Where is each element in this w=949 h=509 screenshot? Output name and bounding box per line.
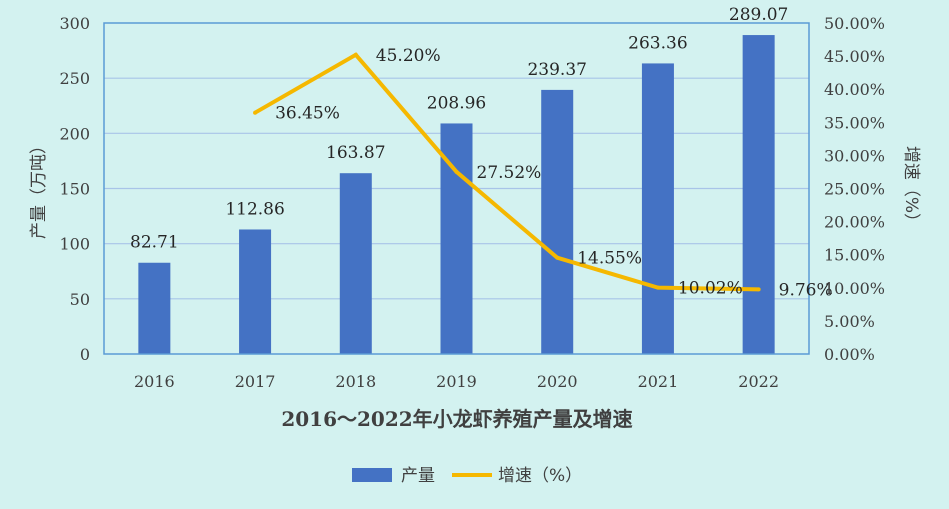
x-tick-label: 2016	[134, 372, 175, 391]
bar	[541, 89, 574, 354]
y2-tick-label: 45.00%	[824, 47, 885, 66]
y2-tick-label: 20.00%	[824, 213, 885, 232]
line-point	[655, 285, 660, 290]
y-tick-label: 300	[59, 14, 90, 33]
legend-line-label: 增速（%）	[498, 466, 582, 486]
y2-tick-label: 50.00%	[824, 14, 885, 33]
x-tick-label: 2021	[638, 372, 679, 391]
legend-bar-label: 产量	[401, 466, 435, 486]
line-data-label: 9.76%	[779, 280, 833, 300]
bar-data-label: 289.07	[729, 5, 788, 25]
y2-tick-label: 25.00%	[824, 180, 885, 199]
legend-bar-swatch	[352, 468, 392, 482]
line-data-label: 45.20%	[376, 46, 441, 66]
x-tick-label: 2017	[235, 372, 276, 391]
y-tick-label: 150	[59, 180, 90, 199]
x-tick-label: 2018	[335, 372, 376, 391]
line-data-label: 36.45%	[275, 104, 340, 124]
line-data-label: 10.02%	[678, 279, 743, 299]
line-data-label: 14.55%	[577, 249, 642, 269]
x-tick-label: 2020	[537, 372, 578, 391]
line-point	[454, 169, 459, 174]
x-tick-label: 2019	[436, 372, 477, 391]
bar-data-label: 263.36	[628, 33, 687, 53]
y2-tick-label: 30.00%	[824, 146, 885, 165]
bar-data-label: 239.37	[527, 60, 586, 80]
growth-line	[254, 52, 759, 292]
bar	[138, 262, 171, 354]
data-labels: 82.71 112.86 163.87 208.96 239.37 263.36 289.0…	[130, 5, 833, 300]
y-tick-label: 50	[70, 290, 90, 309]
legend: 产量 增速（%）	[352, 466, 582, 486]
x-tick-label: 2022	[738, 372, 779, 391]
y2-tick-label: 0.00%	[824, 345, 875, 364]
line-point	[253, 110, 258, 115]
bar-data-label: 112.86	[225, 199, 284, 219]
y2-tick-label: 40.00%	[824, 80, 885, 99]
y-axis-ticks: 0 50 100 150 200 250 300	[59, 14, 90, 364]
bar	[239, 229, 272, 354]
chart-title: 2016～2022年小龙虾养殖产量及增速	[281, 407, 632, 431]
plot-frame	[103, 22, 810, 355]
y2-tick-label: 10.00%	[824, 279, 885, 298]
y2-tick-label: 5.00%	[824, 312, 875, 331]
bar	[742, 35, 775, 354]
bar-data-label: 163.87	[326, 143, 385, 163]
y2-tick-label: 15.00%	[824, 246, 885, 265]
bar	[339, 173, 372, 354]
line-point	[756, 287, 761, 292]
y-tick-label: 250	[59, 69, 90, 88]
line-data-label: 27.52%	[477, 163, 542, 183]
y-tick-label: 0	[80, 345, 90, 364]
y2-tick-label: 35.00%	[824, 113, 885, 132]
y2-axis-ticks: 0.00% 5.00% 10.00% 15.00% 20.00% 25.00% 30.00%…	[824, 14, 885, 364]
line-point	[555, 255, 560, 260]
bar-series	[138, 35, 775, 354]
line-series	[253, 52, 761, 292]
y-tick-label: 200	[59, 124, 90, 143]
line-point	[353, 52, 358, 57]
y2-axis-title: 增速（%）	[901, 146, 921, 230]
y-tick-label: 100	[59, 235, 90, 254]
bar	[641, 63, 674, 354]
x-axis-ticks: 2016 2017 2018 2019 2020 2021 2022	[134, 372, 779, 391]
y-axis-title: 产量（万吨）	[29, 137, 49, 239]
bar-data-label: 82.71	[130, 233, 179, 253]
bar-data-label: 208.96	[427, 93, 486, 113]
